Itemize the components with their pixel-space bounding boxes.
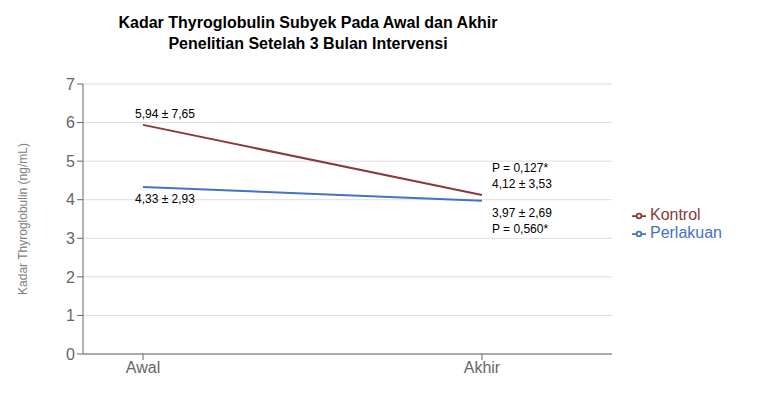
svg-text:7: 7	[66, 76, 75, 93]
svg-text:P = 0,127*: P = 0,127*	[492, 161, 548, 175]
html-text:Perlakuan: Perlakuan	[650, 224, 722, 241]
svg-text:0: 0	[66, 346, 75, 363]
svg-text:2: 2	[66, 269, 75, 286]
svg-text:4,33 ± 2,93: 4,33 ± 2,93	[135, 192, 195, 206]
svg-text:5,94 ± 7,65: 5,94 ± 7,65	[135, 107, 195, 121]
svg-text:Kadar Thyroglobulin (ng/mL): Kadar Thyroglobulin (ng/mL)	[16, 143, 30, 295]
svg-text:3: 3	[66, 230, 75, 247]
svg-text:1: 1	[66, 307, 75, 324]
svg-text:Akhir: Akhir	[464, 359, 501, 376]
svg-text:4,12 ± 3,53: 4,12 ± 3,53	[492, 177, 552, 191]
html-text:Kadar Thyroglobulin Subyek Pad: Kadar Thyroglobulin Subyek Pada Awal dan…	[118, 14, 498, 31]
svg-text:Awal: Awal	[126, 359, 160, 376]
svg-text:5: 5	[66, 153, 75, 170]
svg-text:6: 6	[66, 114, 75, 131]
svg-text:3,97 ± 2,69: 3,97 ± 2,69	[492, 206, 552, 220]
svg-text:P = 0,560*: P = 0,560*	[492, 222, 548, 236]
html-text:Kontrol: Kontrol	[650, 206, 701, 223]
svg-text:4: 4	[66, 191, 75, 208]
html-text:Penelitian Setelah 3 Bulan Int: Penelitian Setelah 3 Bulan Intervensi	[168, 35, 448, 52]
